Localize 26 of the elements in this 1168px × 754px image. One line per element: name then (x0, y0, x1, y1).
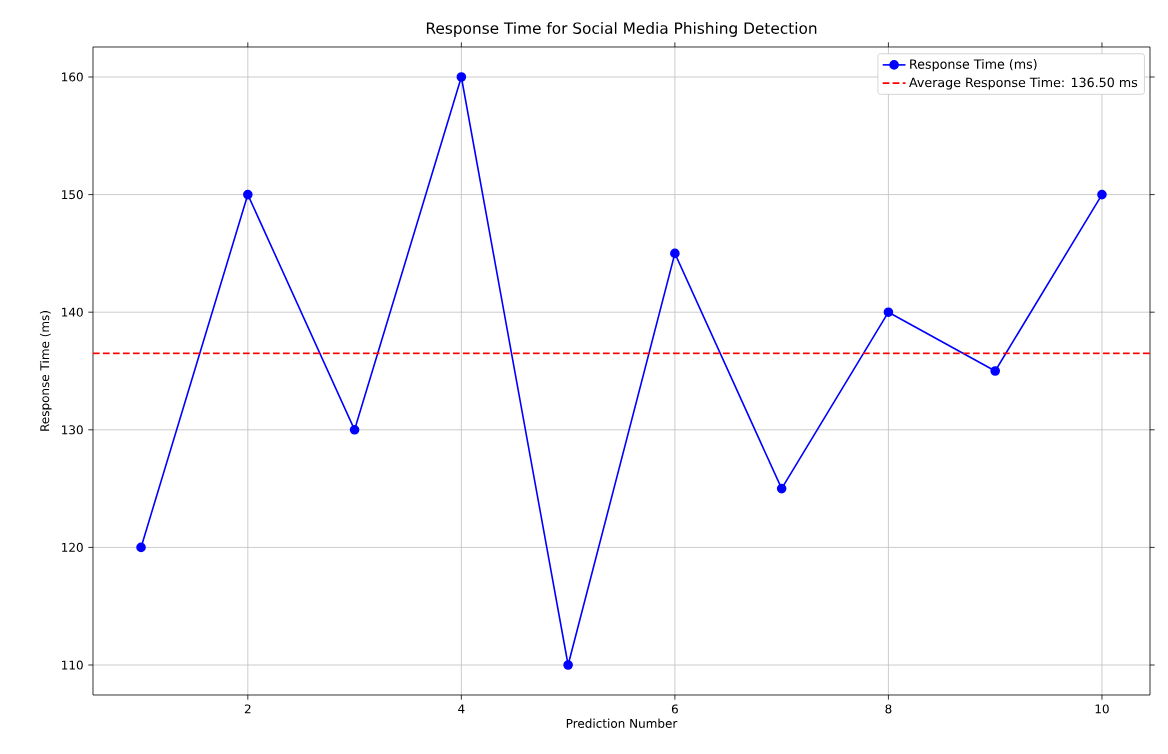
point (456, 72, 467, 82)
legend-label: Response Time (ms) (910, 59, 1037, 72)
point (883, 307, 894, 317)
chart-title: Response Time for Social Media Phishing Detection (426, 22, 817, 37)
point (563, 660, 573, 670)
y-tick-label: 110 (62, 660, 83, 670)
point (670, 248, 680, 259)
point (990, 366, 1000, 376)
x-tick-label: 10 (1095, 704, 1109, 714)
x-tick-label: 2 (244, 704, 251, 714)
y-tick-label: 160 (62, 72, 83, 82)
y-tick-label: 140 (62, 307, 83, 317)
y-axis-title: Response Time (ms) (39, 311, 52, 431)
point (1097, 189, 1107, 200)
point (776, 483, 787, 494)
x-axis-title: Prediction Number (566, 718, 678, 728)
point (136, 542, 146, 553)
y-tick-label: 130 (62, 425, 83, 435)
y-tick-label: 150 (62, 190, 83, 200)
y-tick-label: 120 (62, 542, 83, 552)
x-tick-label: 8 (885, 704, 892, 714)
legend-label: Average Response Time: 136.50 ms (909, 77, 1138, 90)
point (243, 189, 253, 200)
x-tick-label: 6 (671, 704, 678, 714)
point (349, 425, 360, 435)
x-tick-label: 4 (458, 704, 465, 714)
